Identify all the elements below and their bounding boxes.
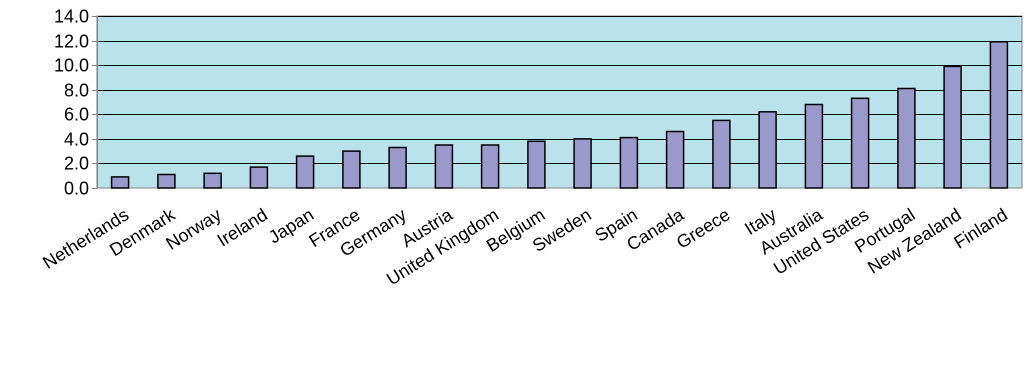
y-tick-label: 8.0 bbox=[64, 81, 89, 101]
y-tick-label: 6.0 bbox=[64, 105, 89, 125]
y-axis: 0.0 2.0 4.0 6.0 8.0 10.0 12.0 14.0 bbox=[54, 7, 98, 199]
bar-netherlands bbox=[110, 176, 130, 189]
bar-spain bbox=[619, 136, 639, 189]
bar-norway bbox=[203, 172, 222, 189]
bar-denmark bbox=[157, 173, 176, 189]
x-tick-label: Greece bbox=[673, 204, 734, 252]
bar-france bbox=[342, 150, 361, 189]
bar-japan bbox=[295, 155, 315, 189]
y-tick-label: 14.0 bbox=[54, 7, 89, 27]
bar-ireland bbox=[249, 166, 269, 189]
bar-united-kingdom bbox=[480, 144, 500, 189]
y-tick-label: 10.0 bbox=[54, 56, 89, 76]
y-tick-label: 12.0 bbox=[54, 32, 89, 52]
bar-italy bbox=[758, 111, 777, 189]
bar-sweden bbox=[573, 138, 592, 189]
bar-finland bbox=[989, 41, 1009, 189]
x-axis-labels: NetherlandsDenmarkNorwayIrelandJapanFran… bbox=[39, 204, 1011, 289]
bar-new-zealand bbox=[943, 65, 962, 189]
bars bbox=[110, 41, 1009, 189]
y-tick-label: 2.0 bbox=[64, 154, 89, 174]
y-tick-label: 4.0 bbox=[64, 130, 89, 150]
x-tick-label: Ireland bbox=[214, 204, 271, 250]
bar-canada bbox=[665, 130, 685, 189]
bar-portugal bbox=[897, 87, 916, 189]
bar-germany bbox=[388, 146, 407, 189]
bar-greece bbox=[712, 119, 731, 189]
bar-belgium bbox=[527, 140, 546, 189]
bar-united-states bbox=[850, 97, 870, 189]
y-tick-label: 0.0 bbox=[64, 179, 89, 199]
bar-australia bbox=[804, 103, 824, 189]
bar-austria bbox=[434, 144, 454, 189]
x-tick-label: Finland bbox=[950, 204, 1011, 252]
